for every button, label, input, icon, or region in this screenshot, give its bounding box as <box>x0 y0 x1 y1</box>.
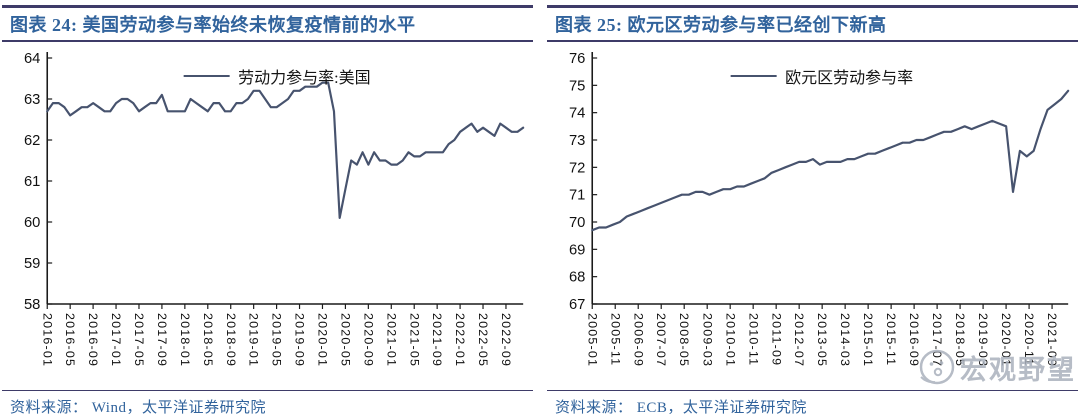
legend-us: 劳动力参与率:美国 <box>183 64 371 88</box>
x-tick-label: 2016-05 <box>63 313 77 367</box>
y-tick-label: 68 <box>569 270 585 286</box>
x-tick-label: 2012-07 <box>792 313 806 367</box>
x-tick-label: 2006-09 <box>631 313 645 367</box>
x-tick-label: 2008-05 <box>677 313 691 367</box>
chart-panel-us: 图表 24: 美国劳动参与率始终未恢复疫情前的水平 58 59 60 61 62 63 64… <box>2 5 533 417</box>
y-tick-label: 70 <box>569 215 585 231</box>
x-tick-label: 2016-01 <box>40 313 54 367</box>
y-tick-label: 69 <box>569 242 585 258</box>
chart-panel-eurozone: 图表 25: 欧元区劳动参与率已经创下新高 67 68 69 70 71 72 73 74 75… <box>547 5 1078 417</box>
eurozone-labor-participation-line-chart: 67 68 69 70 71 72 73 74 75 76 2005-01 2005-11 2006-0… <box>569 51 1070 367</box>
x-tick-label: 2015-11 <box>884 313 898 366</box>
y-tick-label: 76 <box>569 51 585 67</box>
x-tick-label: 2015-01 <box>861 313 875 367</box>
x-tick-label: 2020-01 <box>999 313 1013 367</box>
y-tick-label: 73 <box>569 133 585 149</box>
x-tick-label: 2017-05 <box>132 313 146 367</box>
us-labor-participation-line-chart: 58 59 60 61 62 63 64 2016-01 2016-05 2016-09 2017-… <box>24 51 525 367</box>
x-tick-label: 2021-01 <box>384 313 398 367</box>
x-tick-label: 2018-05 <box>953 313 967 367</box>
source-row-eurozone: 资料来源： ECB，太平洋证券研究院 <box>547 390 1078 417</box>
y-tick-label: 62 <box>24 133 40 149</box>
y-tick-label: 72 <box>569 160 585 176</box>
legend-label: 劳动力参与率:美国 <box>238 70 371 87</box>
source-text: 资料来源： ECB，太平洋证券研究院 <box>555 400 807 416</box>
y-tick-label: 74 <box>569 106 585 122</box>
x-tick-label: 2020-11 <box>1022 313 1036 366</box>
panel-top-rule <box>2 5 533 8</box>
y-tick-label: 75 <box>569 78 585 94</box>
series-line <box>46 81 525 219</box>
x-tick-label: 2022-05 <box>476 313 490 367</box>
source-row-us: 资料来源： Wind，太平洋证券研究院 <box>2 390 533 417</box>
x-tick-label: 2018-05 <box>201 313 215 367</box>
chart-title-us: 图表 24: 美国劳动参与率始终未恢复疫情前的水平 <box>2 8 533 42</box>
x-tick-label: 2007-07 <box>654 313 668 367</box>
x-tick-label: 2009-03 <box>700 313 714 367</box>
x-tick-label: 2017-01 <box>109 313 123 367</box>
x-tick-label: 2021-09 <box>1045 313 1059 367</box>
x-tick-label: 2019-05 <box>270 313 284 367</box>
x-tick-label: 2014-03 <box>838 313 852 367</box>
y-tick-label: 58 <box>24 297 40 313</box>
panel-top-rule <box>547 5 1078 8</box>
y-tick-label: 63 <box>24 92 40 108</box>
x-tick-label: 2011-09 <box>769 313 783 366</box>
x-tick-label: 2019-09 <box>293 313 307 367</box>
x-tick-label: 2010-01 <box>723 313 737 367</box>
y-tick-label: 60 <box>24 215 40 231</box>
x-tick-label: 2017-07 <box>930 313 944 367</box>
x-tick-label: 2013-05 <box>815 313 829 367</box>
legend-line-swatch <box>730 75 777 77</box>
source-text: 资料来源： Wind，太平洋证券研究院 <box>10 400 266 416</box>
legend-eurozone: 欧元区劳动参与率 <box>730 64 913 88</box>
series-line <box>591 89 1070 232</box>
chart-area-us: 58 59 60 61 62 63 64 2016-01 2016-05 2016-09 2017-… <box>2 42 533 390</box>
y-tick-label: 59 <box>24 256 40 272</box>
chart-area-eurozone: 67 68 69 70 71 72 73 74 75 76 2005-01 2005-11 2006-0… <box>547 42 1078 390</box>
legend-line-swatch <box>183 75 230 77</box>
x-tick-label: 2020-09 <box>361 313 375 367</box>
x-tick-label: 2021-09 <box>430 313 444 367</box>
y-tick-label: 71 <box>569 188 585 204</box>
x-tick-label: 2020-01 <box>316 313 330 367</box>
y-tick-label: 64 <box>24 51 40 67</box>
x-tick-label: 2016-09 <box>907 313 921 367</box>
x-tick-label: 2019-01 <box>247 313 261 367</box>
x-tick-label: 2017-09 <box>155 313 169 367</box>
x-tick-label: 2020-05 <box>338 313 352 367</box>
chart-title-eurozone: 图表 25: 欧元区劳动参与率已经创下新高 <box>547 8 1078 42</box>
x-tick-label: 2022-09 <box>499 313 513 367</box>
x-tick-label: 2016-09 <box>86 313 100 367</box>
x-tick-label: 2021-05 <box>407 313 421 367</box>
x-tick-label: 2022-01 <box>453 313 467 367</box>
x-tick-label: 2019-03 <box>976 313 990 367</box>
y-tick-label: 61 <box>24 174 40 190</box>
x-tick-label: 2005-01 <box>585 313 599 367</box>
x-tick-label: 2018-09 <box>224 313 238 367</box>
x-tick-label: 2010-11 <box>746 313 760 366</box>
x-tick-label: 2018-01 <box>178 313 192 367</box>
legend-label: 欧元区劳动参与率 <box>785 70 914 87</box>
y-tick-label: 67 <box>569 297 585 313</box>
x-tick-label: 2005-11 <box>608 313 622 366</box>
